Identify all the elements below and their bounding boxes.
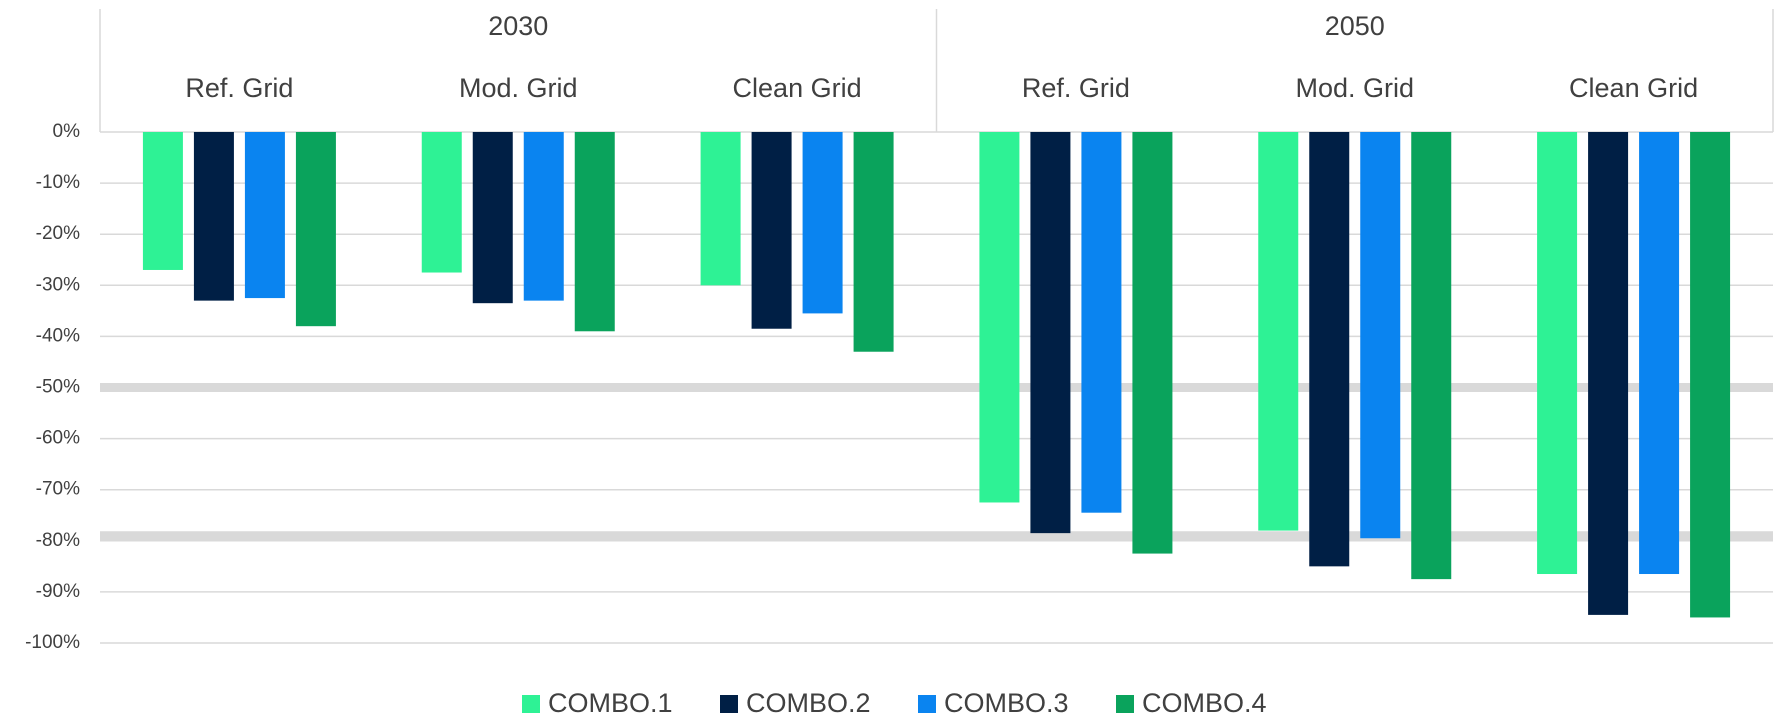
bar (1411, 132, 1452, 580)
legend-swatch (720, 695, 738, 713)
bar (142, 132, 183, 270)
legend-swatch (1116, 695, 1134, 713)
x-tick-label: Ref. Grid (1022, 73, 1130, 103)
x-tick-label: Ref. Grid (185, 73, 293, 103)
bar (1258, 132, 1299, 531)
legend-label: COMBO.1 (548, 688, 673, 718)
group-label: 2050 (1325, 11, 1385, 41)
y-tick-label: -60% (36, 428, 80, 449)
bar (751, 132, 792, 329)
x-tick-label: Mod. Grid (459, 73, 578, 103)
legend-swatch (918, 695, 936, 713)
bar (1690, 132, 1731, 618)
bar (700, 132, 741, 286)
legend-label: COMBO.4 (1142, 688, 1267, 718)
x-tick-label: Clean Grid (733, 73, 862, 103)
bar (1537, 132, 1578, 575)
bar (523, 132, 564, 301)
y-tick-label: -70% (36, 479, 80, 500)
x-tick-label: Mod. Grid (1295, 73, 1414, 103)
y-tick-label: -80% (36, 530, 80, 551)
group-label: 2030 (488, 11, 548, 41)
legend-label: COMBO.3 (944, 688, 1069, 718)
bar (1309, 132, 1350, 567)
bar (421, 132, 462, 273)
bar (574, 132, 615, 332)
bar (853, 132, 894, 352)
bar (1132, 132, 1173, 554)
bar (1360, 132, 1401, 539)
bar (1588, 132, 1629, 615)
bar (193, 132, 234, 301)
y-tick-label: -30% (36, 274, 80, 295)
bar (244, 132, 285, 299)
y-tick-label: -100% (25, 632, 80, 653)
y-tick-label: -40% (36, 325, 80, 346)
y-tick-label: -90% (36, 581, 80, 602)
x-tick-label: Clean Grid (1569, 73, 1698, 103)
legend-swatch (522, 695, 540, 713)
bar (802, 132, 843, 314)
bar (1639, 132, 1680, 575)
bar (295, 132, 336, 327)
bar (979, 132, 1020, 503)
legend-label: COMBO.2 (746, 688, 871, 718)
y-tick-label: -50% (36, 377, 80, 398)
y-tick-label: -20% (36, 223, 80, 244)
bar (472, 132, 513, 304)
bar (1081, 132, 1122, 513)
y-tick-label: -10% (36, 172, 80, 193)
y-tick-label: 0% (53, 121, 81, 142)
bar (1030, 132, 1071, 534)
